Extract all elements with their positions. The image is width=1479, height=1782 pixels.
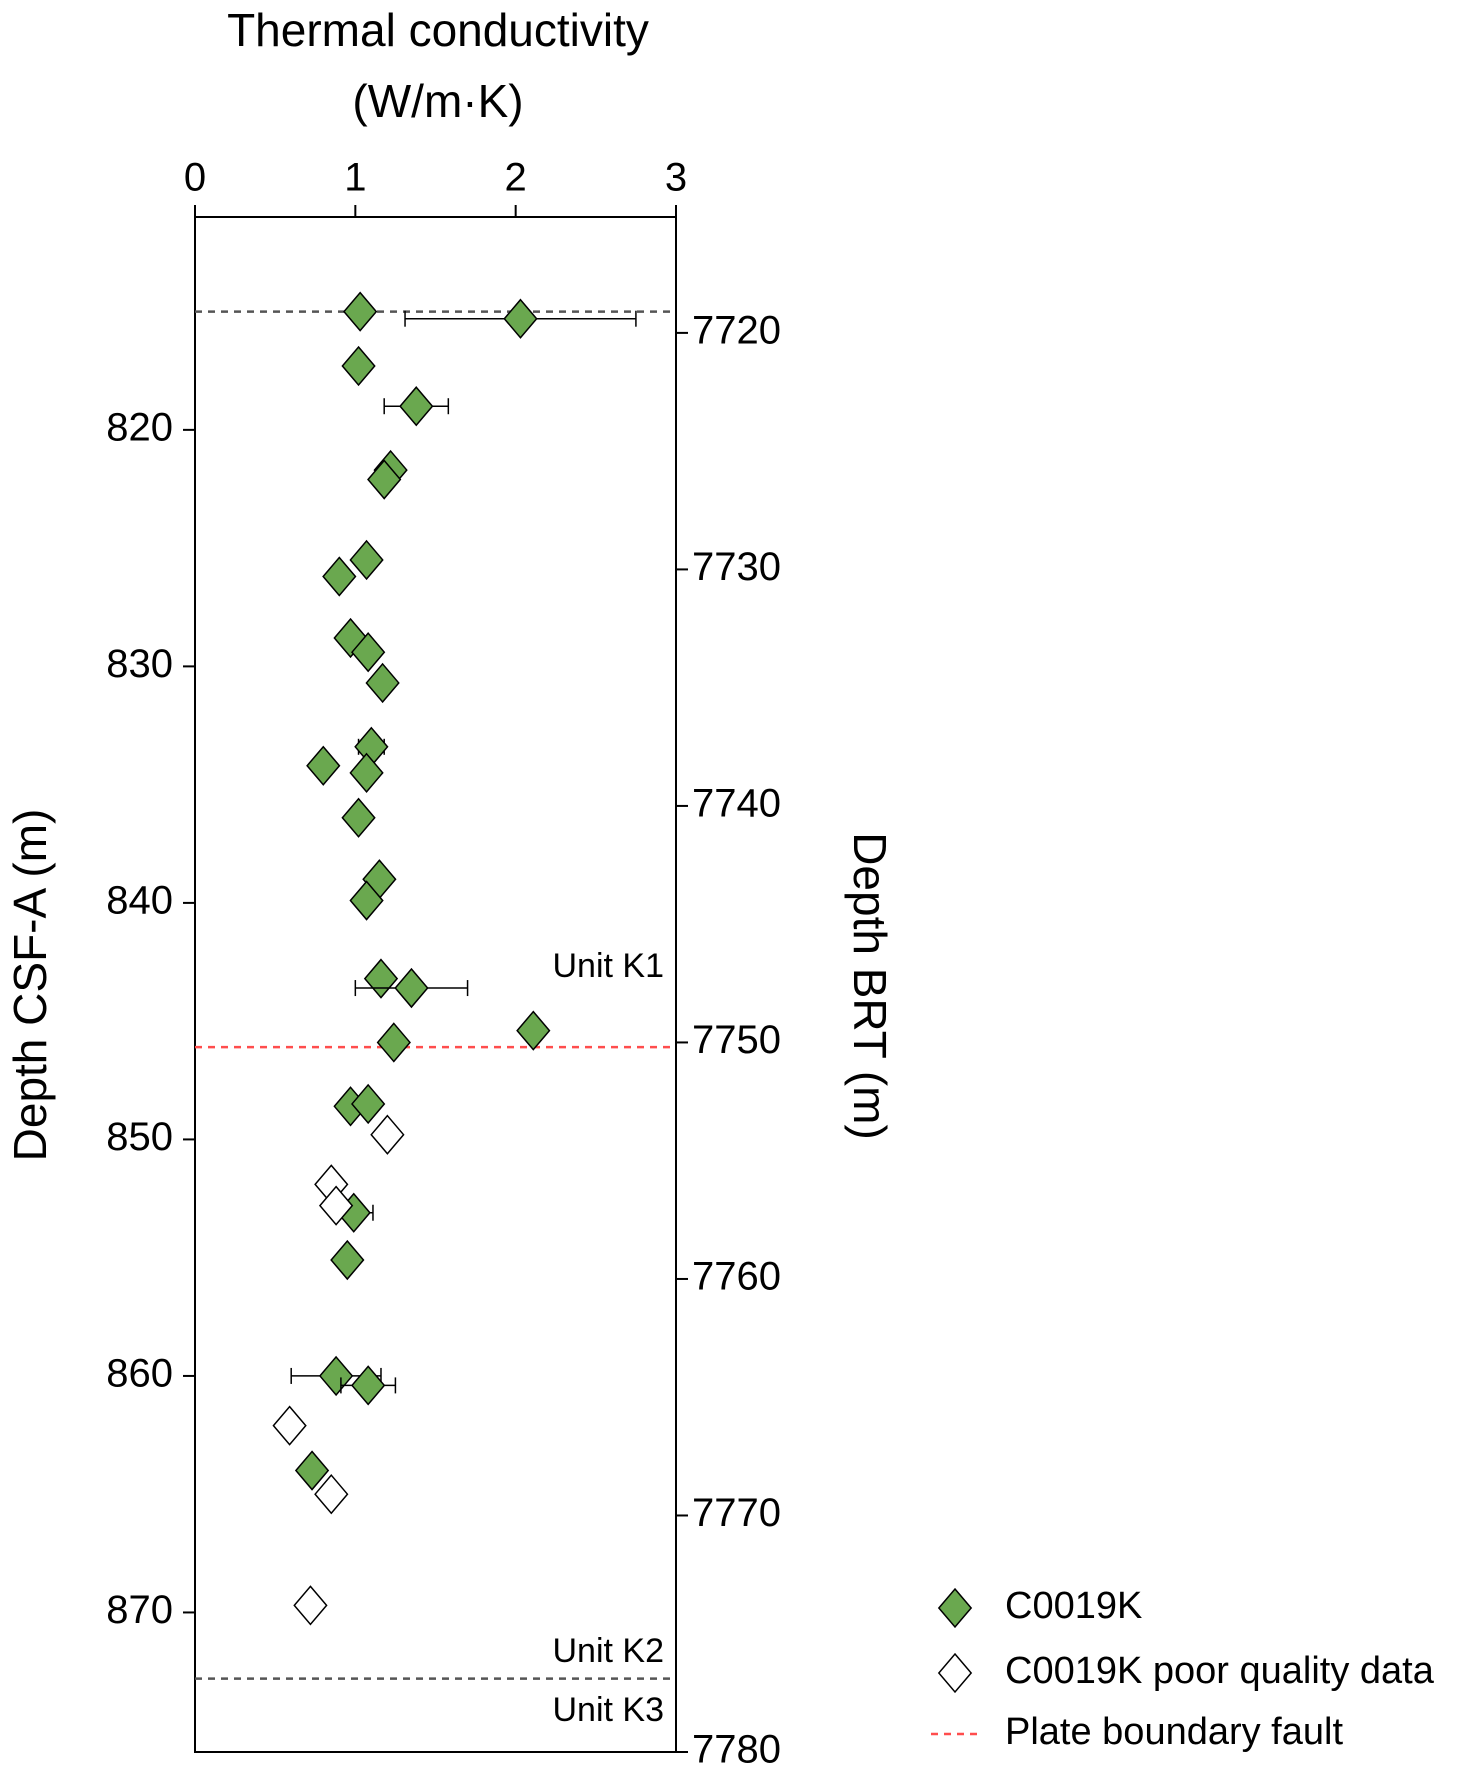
- data-point: [314, 1474, 349, 1515]
- y2-tick-label: 7750: [692, 1018, 781, 1062]
- legend-marker: [937, 1587, 973, 1629]
- data-point: [343, 291, 378, 332]
- x-tick-label: 0: [184, 156, 206, 200]
- data-point: [376, 1022, 411, 1063]
- data-point: [351, 1365, 386, 1406]
- data-point: [370, 1114, 405, 1155]
- data-point: [363, 958, 399, 999]
- x-tick-label: 3: [665, 156, 687, 200]
- data-point: [365, 662, 400, 704]
- data-point: [293, 1585, 328, 1626]
- data-point: [394, 967, 429, 1009]
- data-point: [322, 556, 357, 597]
- data-point: [333, 617, 368, 659]
- y-tick-label: 870: [106, 1588, 173, 1632]
- unit-label: Unit K3: [553, 1691, 665, 1729]
- y-tick-label: 840: [106, 878, 173, 922]
- legend-label: Plate boundary fault: [1005, 1711, 1343, 1753]
- y2-tick-label: 7760: [692, 1255, 781, 1299]
- y2-tick-label: 7780: [692, 1728, 781, 1772]
- data-point: [351, 1083, 386, 1125]
- y2-tick-label: 7770: [692, 1491, 781, 1535]
- legend-label: C0019K: [1005, 1585, 1142, 1627]
- y2-tick-label: 7740: [692, 781, 781, 825]
- data-point: [349, 880, 384, 921]
- data-point: [272, 1405, 307, 1446]
- unit-label: Unit K2: [553, 1632, 665, 1670]
- y-tick-label: 860: [106, 1351, 173, 1395]
- data-point: [351, 632, 386, 673]
- x-tick-label: 2: [505, 156, 527, 200]
- data-point: [503, 298, 538, 339]
- y2-tick-label: 7730: [692, 545, 781, 589]
- unit-label: Unit K1: [553, 947, 665, 985]
- y2-axis-label: Depth BRT (m): [844, 832, 896, 1140]
- legend-label: C0019K poor quality data: [1005, 1650, 1435, 1692]
- y-tick-label: 830: [106, 642, 173, 686]
- data-point: [318, 1355, 354, 1397]
- data-point: [330, 1239, 365, 1281]
- data-point: [349, 752, 384, 793]
- data-point: [294, 1450, 330, 1491]
- y-tick-label: 820: [106, 405, 173, 449]
- x-axis-label: Thermal conductivity: [227, 4, 649, 56]
- data-point: [341, 797, 376, 838]
- y-tick-label: 850: [106, 1115, 173, 1159]
- x-tick-label: 1: [344, 156, 366, 200]
- data-point: [318, 1185, 354, 1226]
- y-axis-label: Depth CSF-A (m): [4, 809, 56, 1162]
- plot-frame: [194, 216, 677, 1753]
- legend-marker: [937, 1652, 973, 1694]
- data-point: [306, 745, 341, 786]
- y2-tick-label: 7720: [692, 308, 781, 352]
- x-axis-unit: (W/m·K): [352, 75, 523, 127]
- data-point: [399, 386, 434, 427]
- data-point: [349, 539, 384, 581]
- data-point: [516, 1010, 551, 1051]
- data-point: [341, 345, 376, 387]
- data-point: [367, 459, 402, 500]
